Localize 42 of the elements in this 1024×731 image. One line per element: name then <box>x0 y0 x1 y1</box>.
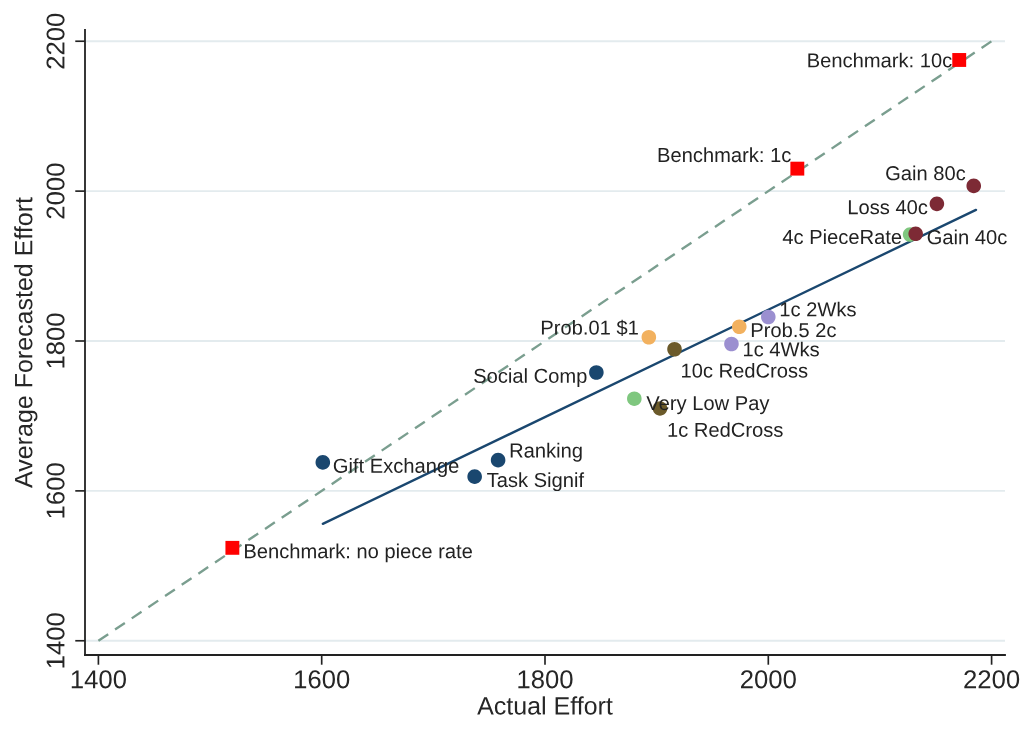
y-axis-title: Average Forecasted Effort <box>14 197 38 488</box>
x-axis-title: Actual Effort <box>477 696 613 715</box>
annotation: Loss 40c <box>848 200 928 215</box>
point <box>627 391 642 406</box>
annotation: 1c 4Wks <box>743 341 819 357</box>
point <box>966 178 982 194</box>
x-tick-label: 1400 <box>71 670 126 689</box>
annotation: Benchmark: 1c <box>658 147 791 163</box>
point <box>724 336 739 352</box>
y-tick-label: 2200 <box>46 13 65 69</box>
annotation: Gain 80c <box>886 165 966 181</box>
point <box>908 226 923 242</box>
annotation: Task Signif <box>487 472 585 492</box>
y-tick-label: 1800 <box>46 313 65 368</box>
point <box>589 365 604 380</box>
annotation: Ranking <box>510 442 582 462</box>
point <box>641 329 657 345</box>
point <box>315 455 331 470</box>
point <box>490 452 506 468</box>
annotation: Benchmark: no piece rate <box>245 543 472 563</box>
point <box>929 196 945 212</box>
point <box>467 469 482 484</box>
annotation: Social Comp <box>474 368 587 387</box>
x-tick-label: 2000 <box>741 670 796 689</box>
point <box>667 341 682 357</box>
point <box>225 540 240 555</box>
annotation: 1c RedCross <box>668 422 783 437</box>
annotation: Prob.5 2c <box>751 322 836 338</box>
annotation: 4c PieceRate <box>782 229 902 245</box>
annotation: Prob.01 $1 <box>541 319 638 336</box>
annotation: 10c RedCross <box>682 362 808 378</box>
x-tick-label: 1600 <box>295 670 350 689</box>
point <box>731 319 747 335</box>
point <box>790 161 805 176</box>
annotation: Benchmark: 10c <box>808 52 952 68</box>
y-tick-label: 2000 <box>46 163 65 219</box>
annotation: 1c 2Wks <box>780 301 856 317</box>
x-tick-label: 1800 <box>518 670 573 689</box>
y-tick-label: 1600 <box>46 463 65 518</box>
point <box>952 53 967 67</box>
x-tick-label: 2200 <box>964 670 1020 689</box>
annotation: Gain 40c <box>927 229 1007 245</box>
